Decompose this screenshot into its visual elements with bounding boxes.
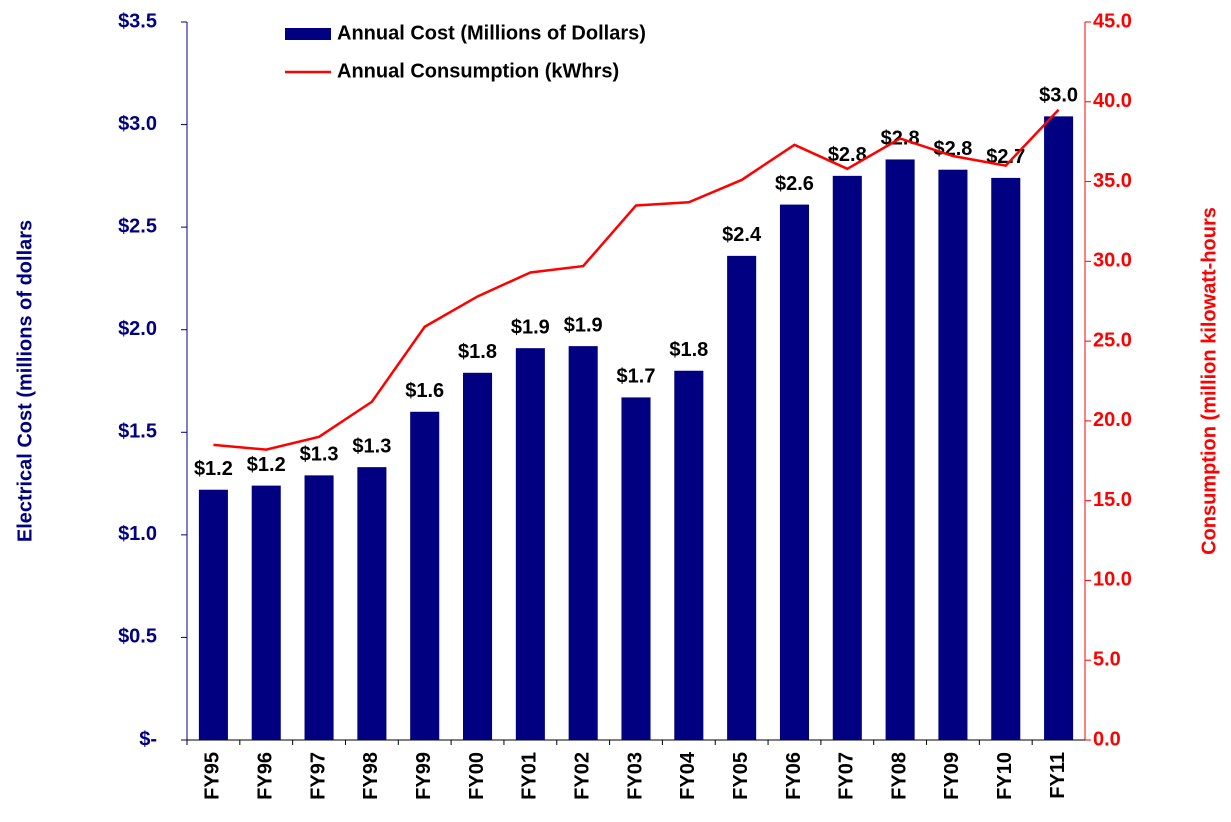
bar — [727, 255, 757, 740]
y2-tick-label: 40.0 — [1093, 90, 1132, 112]
bar — [674, 370, 704, 740]
y2-tick-label: 5.0 — [1093, 649, 1121, 671]
bar — [515, 348, 545, 740]
bar — [357, 467, 387, 740]
bar — [463, 372, 493, 740]
bar — [1044, 116, 1074, 740]
x-tick-label: FY99 — [413, 752, 435, 800]
bar — [304, 475, 334, 740]
y-tick-label: $- — [139, 728, 157, 750]
legend-swatch — [285, 28, 331, 40]
bar — [251, 485, 281, 740]
x-tick-label: FY07 — [836, 752, 858, 800]
value-label: $2.8 — [933, 138, 972, 160]
y-tick-label: $2.0 — [118, 318, 157, 340]
value-label: $1.9 — [564, 314, 603, 336]
y2-axis-title: Consumption (million kilowatt-hours — [1198, 207, 1220, 555]
y-tick-label: $3.5 — [118, 10, 157, 32]
x-tick-label: FY95 — [202, 752, 224, 800]
value-label: $1.3 — [352, 435, 391, 457]
y2-tick-label: 35.0 — [1093, 170, 1132, 192]
value-label: $1.6 — [405, 380, 444, 402]
x-tick-label: FY08 — [888, 752, 910, 800]
y2-tick-label: 20.0 — [1093, 409, 1132, 431]
x-tick-label: FY98 — [360, 752, 382, 800]
y-tick-label: $3.0 — [118, 113, 157, 135]
x-tick-label: FY04 — [677, 751, 699, 800]
value-label: $1.8 — [458, 341, 497, 363]
y-tick-label: $1.5 — [118, 421, 157, 443]
bar — [198, 489, 228, 740]
value-label: $1.2 — [194, 458, 233, 480]
x-tick-label: FY97 — [307, 752, 329, 800]
value-label: $1.9 — [511, 316, 550, 338]
bar — [568, 346, 598, 740]
x-tick-label: FY01 — [519, 752, 541, 800]
y2-tick-label: 15.0 — [1093, 489, 1132, 511]
y2-tick-label: 45.0 — [1093, 10, 1132, 32]
y-axis-title: Electrical Cost (millions of dollars — [14, 220, 36, 542]
value-label: $2.6 — [775, 173, 814, 195]
x-tick-label: FY09 — [941, 752, 963, 800]
y2-tick-label: 25.0 — [1093, 329, 1132, 351]
x-tick-label: FY00 — [466, 752, 488, 800]
bar — [621, 397, 651, 740]
x-tick-label: FY10 — [994, 752, 1016, 800]
x-tick-label: FY05 — [730, 752, 752, 800]
x-tick-label: FY03 — [624, 752, 646, 800]
value-label: $1.8 — [669, 339, 708, 361]
legend-label: Annual Cost (Millions of Dollars) — [337, 22, 646, 44]
x-tick-label: FY06 — [783, 752, 805, 800]
value-label: $2.8 — [828, 144, 867, 166]
y-tick-label: $2.5 — [118, 215, 157, 237]
x-tick-label: FY02 — [571, 752, 593, 800]
legend-label: Annual Consumption (kWhrs) — [337, 60, 619, 82]
value-label: $3.0 — [1039, 85, 1078, 107]
bar — [410, 411, 440, 740]
bar — [779, 204, 809, 740]
line — [213, 108, 1060, 451]
value-label: $1.3 — [300, 444, 339, 466]
y2-tick-label: 30.0 — [1093, 250, 1132, 272]
y2-tick-label: 10.0 — [1093, 569, 1132, 591]
value-label: $1.2 — [247, 454, 286, 476]
value-label: $2.4 — [722, 224, 762, 246]
bar — [832, 175, 862, 740]
bar — [938, 169, 968, 740]
y-tick-label: $0.5 — [118, 626, 157, 648]
bar — [991, 177, 1021, 740]
y2-tick-label: 0.0 — [1093, 728, 1121, 750]
x-tick-label: FY11 — [1047, 752, 1069, 799]
y-tick-label: $1.0 — [118, 523, 157, 545]
value-label: $1.7 — [617, 366, 656, 388]
x-tick-label: FY96 — [255, 752, 277, 800]
bar — [885, 159, 915, 741]
